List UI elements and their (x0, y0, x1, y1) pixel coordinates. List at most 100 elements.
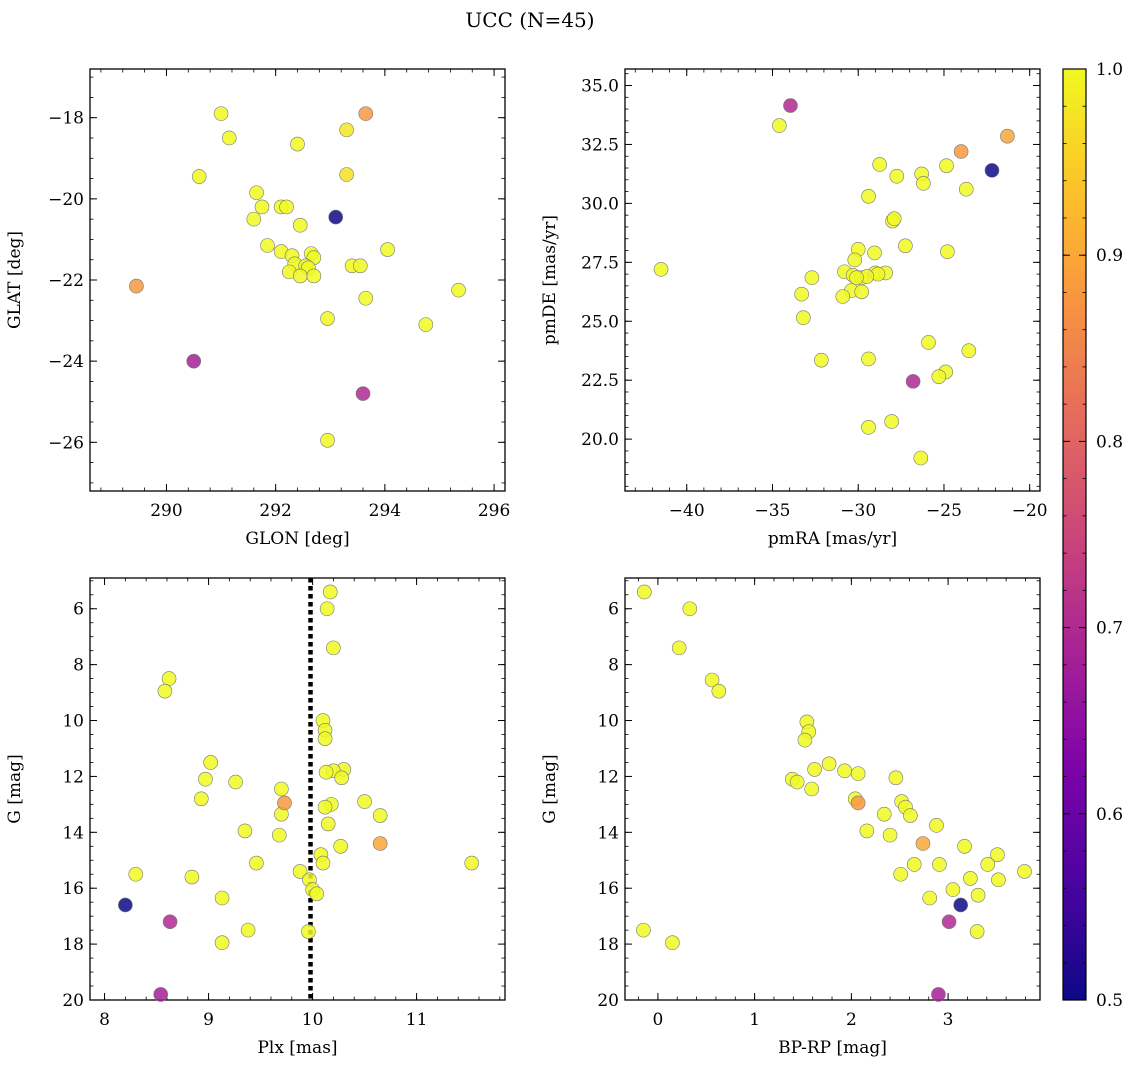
y-tick-label: 12 (62, 767, 84, 787)
scatter-point (260, 238, 275, 253)
x-tick-label: 296 (478, 501, 510, 521)
scatter-point (380, 242, 395, 257)
scatter-point (886, 211, 902, 227)
scatter-point (214, 935, 230, 951)
panel-glon-glat: 290 292 294 296 −26 −24 −22 −20 −18 GLON [deg] GLA… (5, 68, 510, 549)
scatter-point (905, 374, 921, 389)
scatter-point (859, 823, 875, 839)
scatter-point (837, 763, 852, 779)
scatter-point (214, 890, 230, 906)
scatter-point (916, 176, 931, 191)
x-tick-label: 11 (406, 1010, 428, 1030)
scatter-point (290, 136, 305, 152)
scatter-point (418, 317, 434, 332)
axes-frame (89, 577, 506, 1001)
scatter-point (358, 290, 374, 306)
scatter-point (451, 282, 466, 298)
scatter-point (931, 369, 947, 384)
figure-title: UCC (N=45) (465, 8, 594, 32)
scatter-point (953, 144, 969, 159)
scatter-point (939, 158, 954, 173)
scatter-point (352, 258, 368, 274)
scatter-point (637, 584, 652, 600)
y-tick-label: −24 (48, 352, 84, 372)
colorbar: 0.5 0.6 0.7 0.8 0.9 1.0 (1062, 60, 1123, 1011)
scatter-point (872, 157, 887, 172)
scatter-point (861, 351, 876, 367)
scatter-point (372, 808, 388, 823)
scatter-point (953, 897, 968, 913)
y-tick-label: 14 (597, 823, 619, 843)
scatter-point (271, 827, 287, 843)
scatter-point (328, 209, 344, 225)
scatter-point (318, 764, 334, 780)
axes-frame (624, 68, 1041, 492)
x-axis-label: pmRA [mas/yr] (768, 529, 897, 549)
scatter-point (814, 352, 829, 368)
x-tick-label: −25 (926, 501, 962, 521)
scatter-point (665, 935, 680, 951)
y-tick-label: 16 (62, 879, 84, 899)
scatter-point (990, 847, 1005, 862)
scatter-point (980, 857, 996, 872)
y-tick-label: 14 (62, 823, 84, 843)
y-tick-label: 20 (62, 991, 84, 1011)
y-axis-label: G [mag] (540, 754, 560, 823)
scatter-point (711, 683, 727, 699)
scatter-point (322, 584, 338, 600)
scatter-point (849, 270, 864, 285)
y-tick-label: 20.0 (581, 430, 619, 450)
x-tick-label: 3 (943, 1010, 954, 1030)
x-axis-label: Plx [mas] (257, 1038, 337, 1058)
scatter-point (821, 756, 837, 772)
scatter-point (358, 106, 374, 121)
scatter-point (804, 270, 820, 285)
y-tick-label: −26 (48, 433, 84, 453)
scatter-point (963, 871, 978, 886)
colorbar-tick-label: 0.8 (1096, 432, 1123, 452)
panel-plx-g: 8 9 10 11 6 8 10 12 14 16 18 20 Plx [mas] G [mag] (5, 577, 506, 1058)
scatter-point (274, 781, 289, 797)
scatter-point (315, 855, 331, 871)
scatter-point (246, 211, 262, 227)
scatter-point (915, 836, 931, 851)
y-tick-label: 25.0 (581, 312, 619, 332)
y-tick-label: 6 (73, 600, 84, 620)
scatter-point (128, 866, 144, 882)
colorbar-tick-label: 0.6 (1096, 805, 1123, 825)
x-axis-label: GLON [deg] (245, 529, 349, 549)
scatter-point (804, 781, 820, 797)
scatter-point (129, 278, 144, 294)
y-tick-label: 35.0 (581, 77, 619, 97)
scatter-point (309, 886, 325, 902)
scatter-point (847, 252, 863, 268)
scatter-point (320, 311, 335, 326)
y-tick-label: 18 (62, 935, 84, 955)
scatter-point (903, 808, 918, 823)
y-tick-label: 8 (73, 656, 84, 676)
scatter-point (464, 855, 480, 871)
scatter-point (339, 122, 354, 138)
scatter-point (279, 199, 294, 215)
scatter-point (357, 794, 372, 809)
x-tick-label: 290 (150, 501, 182, 521)
scatter-point (807, 762, 822, 777)
scatter-point (931, 987, 946, 1002)
scatter-point (957, 838, 972, 854)
scatter-point (941, 914, 957, 930)
y-tick-label: 6 (608, 600, 619, 620)
scatter-point (249, 855, 264, 871)
scatter-point (237, 823, 253, 839)
scatter-point (240, 922, 256, 938)
scatter-point (969, 924, 985, 939)
x-tick-label: 0 (652, 1010, 663, 1030)
scatter-point (292, 217, 308, 233)
scatter-point (922, 890, 938, 906)
x-tick-label: 1 (749, 1010, 760, 1030)
scatter-point (326, 640, 341, 656)
scatter-point (861, 420, 876, 435)
x-tick-label: −20 (1012, 501, 1048, 521)
x-tick-label: 9 (203, 1010, 214, 1030)
scatter-point (320, 816, 336, 832)
